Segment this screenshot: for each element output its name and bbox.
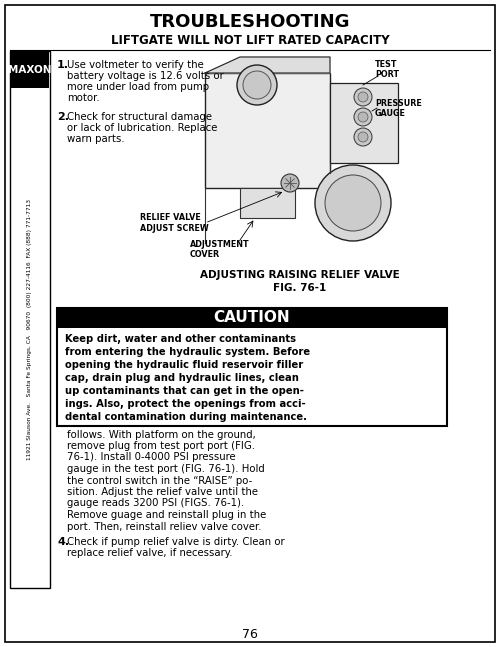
Circle shape xyxy=(243,71,271,99)
Text: LIFTGATE WILL NOT LIFT RATED CAPACITY: LIFTGATE WILL NOT LIFT RATED CAPACITY xyxy=(110,34,390,47)
Text: ings. Also, protect the openings from acci-: ings. Also, protect the openings from ac… xyxy=(65,399,306,409)
Text: RELIEF VALVE
ADJUST SCREW: RELIEF VALVE ADJUST SCREW xyxy=(140,214,209,233)
Bar xyxy=(57,308,447,328)
Bar xyxy=(57,308,447,426)
Text: CAUTION: CAUTION xyxy=(214,311,290,325)
Text: 2.: 2. xyxy=(57,112,69,122)
Text: cap, drain plug and hydraulic lines, clean: cap, drain plug and hydraulic lines, cle… xyxy=(65,373,299,383)
Text: TROUBLESHOOTING: TROUBLESHOOTING xyxy=(150,13,350,31)
Text: 76: 76 xyxy=(242,628,258,641)
Text: battery voltage is 12.6 volts or: battery voltage is 12.6 volts or xyxy=(67,71,224,81)
Circle shape xyxy=(354,128,372,146)
Circle shape xyxy=(358,132,368,142)
Text: 4.: 4. xyxy=(57,537,69,547)
Text: replace relief valve, if necessary.: replace relief valve, if necessary. xyxy=(67,549,232,558)
Text: port. Then, reinstall reliev valve cover.: port. Then, reinstall reliev valve cover… xyxy=(67,521,262,531)
Text: Check for structural damage: Check for structural damage xyxy=(67,112,212,122)
Text: up contaminants that can get in the open-: up contaminants that can get in the open… xyxy=(65,386,304,396)
Text: or lack of lubrication. Replace: or lack of lubrication. Replace xyxy=(67,123,218,133)
Bar xyxy=(11,52,49,88)
Text: TEST
PORT: TEST PORT xyxy=(375,60,399,80)
Circle shape xyxy=(315,165,391,241)
Text: Keep dirt, water and other contaminants: Keep dirt, water and other contaminants xyxy=(65,334,296,344)
Text: Use voltmeter to verify the: Use voltmeter to verify the xyxy=(67,60,204,70)
Text: the control switch in the “RAISE” po-: the control switch in the “RAISE” po- xyxy=(67,476,252,485)
Text: dental contamination during maintenance.: dental contamination during maintenance. xyxy=(65,412,307,422)
Polygon shape xyxy=(205,57,330,73)
Text: PRESSURE
GAUGE: PRESSURE GAUGE xyxy=(375,99,422,118)
Bar xyxy=(240,188,295,218)
Text: Remove guage and reinstall plug in the: Remove guage and reinstall plug in the xyxy=(67,510,266,520)
Text: ADJUSTMENT
COVER: ADJUSTMENT COVER xyxy=(190,240,250,259)
Bar xyxy=(10,51,50,588)
Text: Check if pump relief valve is dirty. Clean or: Check if pump relief valve is dirty. Cle… xyxy=(67,537,284,547)
Text: warn parts.: warn parts. xyxy=(67,134,124,144)
Text: motor.: motor. xyxy=(67,93,100,103)
Text: gauge reads 3200 PSI (FIGS. 76-1).: gauge reads 3200 PSI (FIGS. 76-1). xyxy=(67,498,244,509)
Text: 11921 Slauson Ave.   Santa Fe Springs, CA   90670  (800) 227-4116  FAX (888) 771: 11921 Slauson Ave. Santa Fe Springs, CA … xyxy=(28,199,32,461)
Text: MAXON: MAXON xyxy=(8,65,52,75)
Circle shape xyxy=(358,112,368,122)
Text: opening the hydraulic fluid reservoir filler: opening the hydraulic fluid reservoir fi… xyxy=(65,360,303,370)
Bar xyxy=(205,73,330,188)
Circle shape xyxy=(358,92,368,102)
Circle shape xyxy=(237,65,277,105)
Text: 76-1). Install 0-4000 PSI pressure: 76-1). Install 0-4000 PSI pressure xyxy=(67,452,235,463)
Circle shape xyxy=(325,175,381,231)
Text: FIG. 76-1: FIG. 76-1 xyxy=(274,283,326,293)
Text: sition. Adjust the relief valve until the: sition. Adjust the relief valve until th… xyxy=(67,487,258,497)
Text: gauge in the test port (FIG. 76-1). Hold: gauge in the test port (FIG. 76-1). Hold xyxy=(67,464,265,474)
Text: Check the 3200 PSI relief valve as: Check the 3200 PSI relief valve as xyxy=(67,418,240,428)
Circle shape xyxy=(281,174,299,192)
Circle shape xyxy=(354,88,372,106)
Text: follows. With platform on the ground,: follows. With platform on the ground, xyxy=(67,430,256,439)
Text: more under load from pump: more under load from pump xyxy=(67,82,209,92)
Bar xyxy=(330,83,398,163)
Text: remove plug from test port port (FIG.: remove plug from test port port (FIG. xyxy=(67,441,255,451)
Text: ADJUSTING RAISING RELIEF VALVE: ADJUSTING RAISING RELIEF VALVE xyxy=(200,270,400,280)
Text: from entering the hydraulic system. Before: from entering the hydraulic system. Befo… xyxy=(65,347,310,357)
Circle shape xyxy=(354,108,372,126)
Text: 3.: 3. xyxy=(57,418,69,428)
Text: 1.: 1. xyxy=(57,60,69,70)
